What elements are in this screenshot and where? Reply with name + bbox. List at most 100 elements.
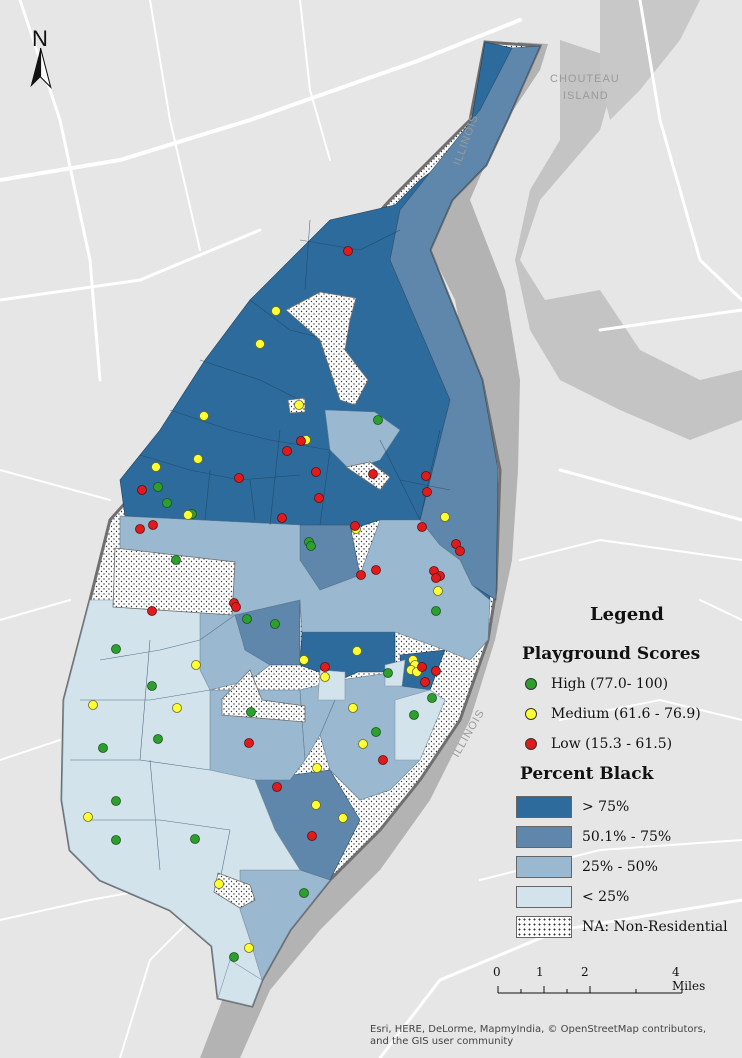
playground-low: [378, 755, 388, 765]
playground-high: [246, 707, 256, 717]
playground-low: [135, 524, 145, 534]
legend-row-50-75: 50.1% - 75%: [516, 826, 671, 848]
scale-tick-4: 4 Miles: [672, 965, 706, 993]
playground-points-low: [135, 246, 465, 841]
playground-high: [162, 498, 172, 508]
playground-high: [270, 619, 280, 629]
playground-high: [427, 693, 437, 703]
playground-low: [431, 573, 441, 583]
playground-low: [455, 546, 465, 556]
playground-medium: [348, 703, 358, 713]
playground-medium: [172, 703, 182, 713]
legend-label-non-residential: NA: Non-Residential: [582, 919, 728, 935]
playground-high: [306, 541, 316, 551]
playground-low: [350, 521, 360, 531]
attribution-line-1: Esri, HERE, DeLorme, MapmyIndia, © OpenS…: [370, 1024, 706, 1035]
playground-high: [153, 482, 163, 492]
legend-swatch-non-residential: [516, 916, 572, 938]
playground-low: [234, 473, 244, 483]
legend-label-25-50: 25% - 50%: [582, 859, 658, 875]
playground-medium: [312, 763, 322, 773]
playground-high: [431, 606, 441, 616]
playground-medium: [151, 462, 161, 472]
playground-points-medium: [83, 306, 450, 953]
playground-high: [111, 835, 121, 845]
label-chouteau-island: CHOUTEAU: [550, 73, 620, 85]
river-mississippi: [200, 42, 548, 1058]
playground-medium: [255, 339, 265, 349]
river-channel-east: [515, 40, 742, 440]
playground-low: [231, 602, 241, 612]
playground-medium: [271, 306, 281, 316]
playground-low: [272, 782, 282, 792]
playground-low: [244, 738, 254, 748]
legend-dot-medium: [525, 708, 537, 720]
playground-medium: [193, 454, 203, 464]
legend-row-below-25: < 25%: [516, 886, 629, 908]
playground-high: [111, 644, 121, 654]
attribution-line-2: and the GIS user community: [370, 1036, 514, 1047]
legend-label-below-25: < 25%: [582, 889, 630, 905]
legend-label-low: Low (15.3 - 61.5): [551, 736, 673, 752]
playground-low: [307, 831, 317, 841]
playground-low: [314, 493, 324, 503]
playground-medium: [352, 646, 362, 656]
legend-swatch-25-50: [516, 856, 572, 878]
legend-dot-high: [525, 678, 537, 690]
legend-label-above-75: > 75%: [582, 799, 630, 815]
legend-swatch-50-75: [516, 826, 572, 848]
tracts-below-25: [61, 599, 446, 1007]
playground-medium: [83, 812, 93, 822]
playground-high: [98, 743, 108, 753]
label-chouteau-island-2: ISLAND: [563, 90, 609, 102]
playground-low: [282, 446, 292, 456]
scale-bar-line: [497, 986, 683, 994]
playground-medium: [199, 411, 209, 421]
scale-bar: 0 1 2 4 Miles: [493, 965, 705, 1005]
playground-low: [368, 469, 378, 479]
scale-tick-1: 1: [536, 965, 544, 979]
playground-low: [148, 520, 158, 530]
playground-low: [277, 513, 287, 523]
playground-medium: [191, 660, 201, 670]
playground-high: [242, 614, 252, 624]
playground-medium: [294, 400, 304, 410]
playground-high: [111, 796, 121, 806]
playground-medium: [88, 700, 98, 710]
legend-row-medium: Medium (61.6 - 76.9): [516, 706, 701, 722]
playground-low: [356, 570, 366, 580]
playground-medium: [214, 879, 224, 889]
legend-row-low: Low (15.3 - 61.5): [516, 736, 672, 752]
playground-high: [153, 734, 163, 744]
north-arrow-icon: [30, 48, 52, 89]
playground-medium: [299, 655, 309, 665]
legend-label-medium: Medium (61.6 - 76.9): [551, 706, 701, 722]
playground-points-high: [98, 415, 441, 962]
playground-low: [420, 677, 430, 687]
playground-high: [147, 681, 157, 691]
legend-row-above-75: > 75%: [516, 796, 629, 818]
playground-high: [383, 668, 393, 678]
playground-low: [422, 487, 432, 497]
playground-low: [421, 471, 431, 481]
playground-high: [409, 710, 419, 720]
playground-low: [137, 485, 147, 495]
playground-low: [296, 436, 306, 446]
legend-swatch-above-75: [516, 796, 572, 818]
legend-row-non-residential: NA: Non-Residential: [516, 916, 728, 938]
playground-low: [343, 246, 353, 256]
playground-high: [371, 727, 381, 737]
playground-low: [311, 467, 321, 477]
playground-medium: [244, 943, 254, 953]
playground-low: [371, 565, 381, 575]
legend-title: Legend: [590, 604, 664, 625]
playground-medium: [311, 800, 321, 810]
playground-low: [147, 606, 157, 616]
legend-label-high: High (77.0- 100): [551, 676, 669, 692]
map-attribution: Esri, HERE, DeLorme, MapmyIndia, © OpenS…: [370, 1024, 740, 1048]
legend-swatch-below-25: [516, 886, 572, 908]
playground-high: [190, 834, 200, 844]
non-residential-areas: [112, 291, 391, 909]
